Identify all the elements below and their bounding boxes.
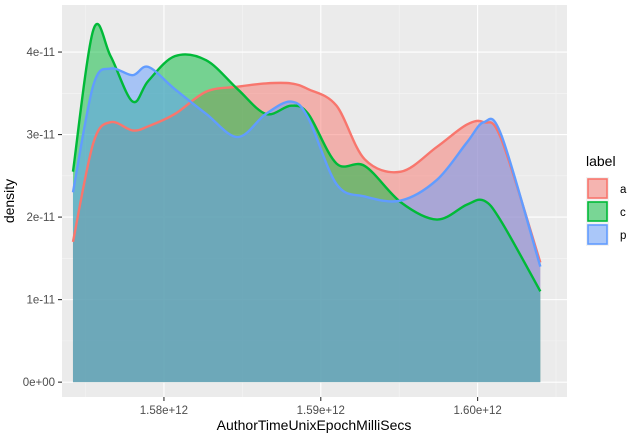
density-line-a [71,81,542,263]
density-area-p [72,66,541,383]
legend-item-a: a [586,177,627,200]
legend-key-swatch [587,224,608,245]
y-axis: 0e+00 1e-11 2e-11 3e-11 4e-11 [23,47,62,389]
y-tick-label: 1e-11 [26,295,55,307]
legend-item-c: c [586,200,626,223]
x-axis: 1.58e+12 1.59e+12 1.60e+12 [140,397,502,417]
legend-keys: acp [586,177,627,246]
x-tick-label: 1.59e+12 [297,405,345,417]
legend-label: c [620,207,626,219]
x-axis-title: AuthorTimeUnixEpochMilliSecs [217,417,412,433]
legend-label: p [620,230,626,242]
y-axis-title: density [1,179,17,223]
density-areas [72,23,541,383]
density-lines [71,22,542,292]
y-tick-label: 2e-11 [26,212,55,224]
x-tick-label: 1.60e+12 [453,405,501,417]
legend-key-swatch [587,178,608,199]
legend-title: label [586,153,616,169]
legend-key-swatch [587,201,608,222]
density-line-p [71,65,542,267]
y-tick-label: 4e-11 [26,47,55,59]
x-tick-label: 1.58e+12 [140,405,188,417]
legend: label acp [586,153,627,246]
legend-item-p: p [586,223,626,246]
y-tick-label: 3e-11 [26,130,55,142]
density-line-c [71,22,542,292]
y-tick-label: 0e+00 [23,377,55,389]
legend-label: a [620,184,627,196]
